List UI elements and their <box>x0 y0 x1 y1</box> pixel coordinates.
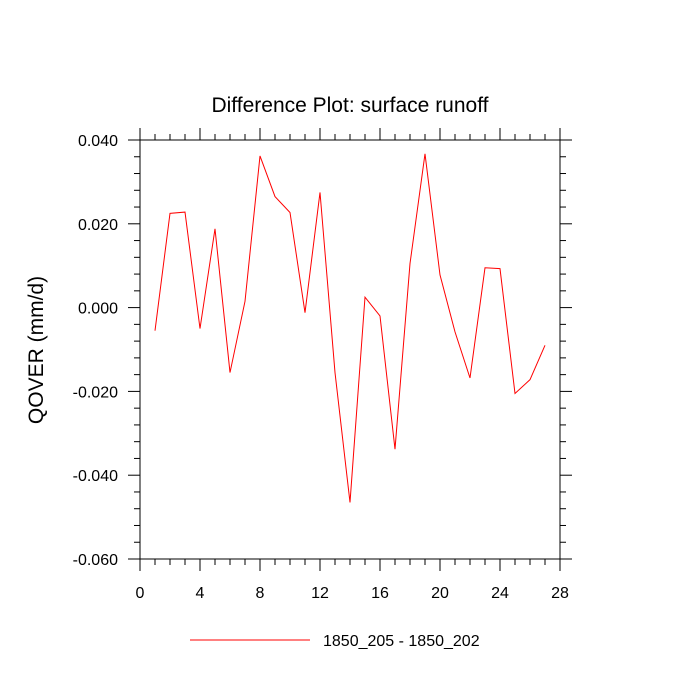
y-tick-label: -0.020 <box>73 384 118 401</box>
legend-label: 1850_205 - 1850_202 <box>323 633 480 650</box>
x-tick-label: 8 <box>256 585 265 602</box>
x-tick-label: 28 <box>551 585 569 602</box>
x-tick-label: 20 <box>431 585 449 602</box>
x-tick-label: 4 <box>196 585 205 602</box>
y-tick-label: -0.060 <box>73 552 118 569</box>
x-tick-label: 24 <box>491 585 509 602</box>
chart-title: Difference Plot: surface runoff <box>211 94 488 117</box>
y-tick-label: 0.020 <box>78 217 118 234</box>
x-axis: 0 4 8 12 16 20 24 28 <box>136 128 569 602</box>
y-axis-label: QOVER (mm/d) <box>25 276 48 424</box>
y-tick-label: 0.000 <box>78 301 118 318</box>
y-tick-label: -0.040 <box>73 468 118 485</box>
x-tick-label: 12 <box>311 585 329 602</box>
x-tick-label: 16 <box>371 585 389 602</box>
series-layer <box>154 153 546 503</box>
series-line <box>154 153 546 503</box>
legend: 1850_205 - 1850_202 <box>190 633 480 650</box>
y-tick-label: 0.040 <box>78 133 118 150</box>
x-tick-label: 0 <box>136 585 145 602</box>
y-axis: -0.060 -0.040 -0.020 0.000 0.020 0.040 <box>73 133 572 569</box>
